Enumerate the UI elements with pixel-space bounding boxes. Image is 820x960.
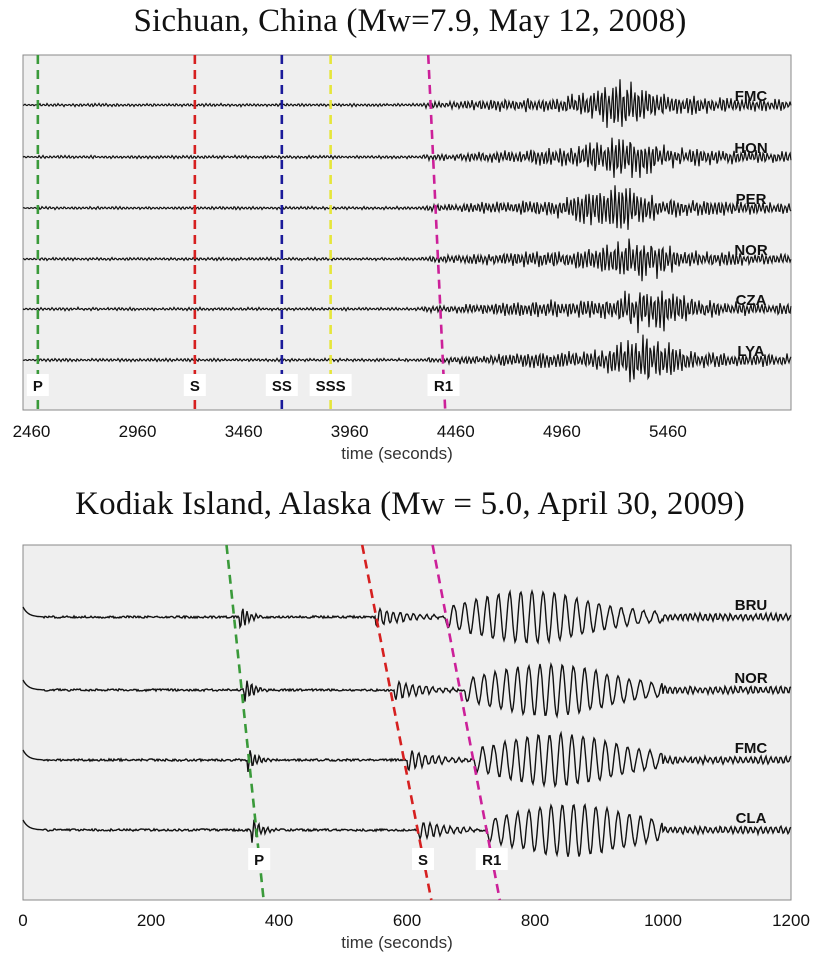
chart-title-kodiak: Kodiak Island, Alaska (Mw = 5.0, April 3… xyxy=(75,486,745,522)
station-label-fmc: FMC xyxy=(735,88,768,105)
seismogram-trace-cza xyxy=(22,290,792,334)
x-tick-600: 600 xyxy=(393,911,421,930)
phase-label-box-p xyxy=(26,374,49,396)
station-label-lya: LYA xyxy=(737,343,764,360)
station-label-per: PER xyxy=(736,191,767,208)
seismogram-trace-bru xyxy=(22,588,792,645)
phase-label-s: S xyxy=(418,852,428,869)
seismogram-trace-lya xyxy=(22,334,792,383)
phase-label-box-r1 xyxy=(427,374,460,396)
seismogram-trace-hon xyxy=(22,137,792,178)
phase-line-s xyxy=(360,544,433,901)
station-label-nor: NOR xyxy=(734,242,768,259)
x-axis-label-kodiak: time (seconds) xyxy=(341,933,452,952)
phase-label-p: P xyxy=(33,378,43,395)
x-tick-2460: 2460 xyxy=(13,422,51,441)
phase-label-box-r1 xyxy=(475,848,508,870)
seismogram-trace-cla xyxy=(22,802,792,858)
phase-line-r1 xyxy=(431,544,502,901)
phase-label-box-ss xyxy=(265,374,298,396)
phase-label-box-p xyxy=(248,848,271,870)
station-label-bru: BRU xyxy=(735,597,768,614)
plot-area-sichuan xyxy=(22,54,792,411)
x-tick-3460: 3460 xyxy=(225,422,263,441)
phase-label-r1: R1 xyxy=(482,852,501,869)
x-axis-label-sichuan: time (seconds) xyxy=(341,444,452,463)
x-tick-200: 200 xyxy=(137,911,165,930)
x-tick-800: 800 xyxy=(521,911,549,930)
phase-label-box-s xyxy=(412,848,435,870)
seismogram-trace-fmc xyxy=(22,730,792,789)
x-tick-5460: 5460 xyxy=(649,422,687,441)
x-tick-1000: 1000 xyxy=(644,911,682,930)
station-label-nor: NOR xyxy=(734,670,768,687)
station-label-cza: CZA xyxy=(736,292,767,309)
seismogram-trace-nor xyxy=(22,238,792,282)
phase-label-s: S xyxy=(190,378,200,395)
x-tick-4960: 4960 xyxy=(543,422,581,441)
x-tick-3960: 3960 xyxy=(331,422,369,441)
x-tick-1200: 1200 xyxy=(772,911,810,930)
x-tick-400: 400 xyxy=(265,911,293,930)
phase-label-box-s xyxy=(183,374,206,396)
seismogram-trace-per xyxy=(22,185,792,230)
phase-label-r1: R1 xyxy=(434,378,453,395)
seismogram-trace-nor xyxy=(22,661,792,719)
phase-label-p: P xyxy=(254,852,264,869)
plot-area-kodiak xyxy=(22,544,792,901)
x-tick-0: 0 xyxy=(18,911,27,930)
seismogram-trace-fmc xyxy=(22,79,792,128)
chart-kodiak: BRU NOR FMC CLA P S R1 0 200 400 600 800 1000 1200 xyxy=(18,544,810,930)
chart-title-sichuan: Sichuan, China (Mw=7.9, May 12, 2008) xyxy=(133,3,687,39)
phase-label-ss: SS xyxy=(272,378,292,395)
x-tick-4460: 4460 xyxy=(437,422,475,441)
station-label-fmc: FMC xyxy=(735,740,768,757)
phase-label-sss: SSS xyxy=(316,378,346,395)
station-label-cla: CLA xyxy=(736,810,767,827)
x-tick-2960: 2960 xyxy=(119,422,157,441)
phase-label-box-sss xyxy=(309,374,352,396)
station-label-hon: HON xyxy=(734,140,767,157)
